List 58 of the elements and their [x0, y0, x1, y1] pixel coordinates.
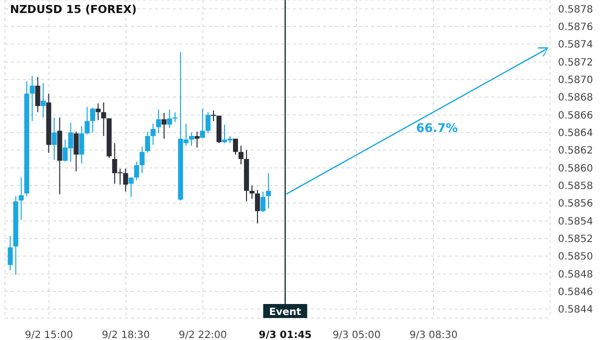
y-tick-label: 0.5876 — [558, 22, 593, 34]
candlestick — [238, 145, 244, 165]
candlestick — [172, 112, 178, 122]
x-tick-label: 9/3 05:00 — [332, 330, 381, 340]
candlestick — [79, 126, 84, 164]
candlestick — [233, 138, 238, 156]
candlestick — [206, 112, 211, 134]
y-tick-label: 0.5866 — [558, 110, 593, 122]
candlestick — [266, 172, 271, 209]
candlestick — [84, 106, 90, 135]
y-tick-label: 0.5868 — [558, 92, 593, 104]
x-tick-label: 9/3 01:45 — [258, 330, 312, 340]
candlestick — [18, 177, 24, 220]
y-tick-label: 0.5870 — [558, 75, 593, 86]
candlestick — [74, 131, 79, 172]
ref-line-label: Event — [269, 307, 302, 318]
y-tick-label: 0.5846 — [558, 287, 593, 298]
candlestick — [194, 131, 200, 148]
y-tick-label: 0.5858 — [558, 181, 593, 192]
y-tick-label: 0.5856 — [558, 198, 593, 210]
candlestick — [260, 191, 266, 212]
y-tick-label: 0.5850 — [558, 252, 593, 263]
candlestick — [52, 116, 57, 160]
candlestick — [101, 102, 106, 137]
y-tick-label: 0.5848 — [558, 269, 593, 280]
candlestick — [200, 108, 206, 138]
candlestick — [145, 131, 150, 154]
y-tick-label: 0.5852 — [558, 234, 593, 246]
x-tick-label: 9/3 08:30 — [409, 330, 458, 340]
candlestick — [90, 107, 96, 133]
x-tick-label: 9/2 18:30 — [102, 330, 150, 340]
candlestick — [156, 109, 162, 134]
y-tick-label: 0.5872 — [558, 57, 593, 68]
y-tick-label: 0.5844 — [558, 304, 593, 316]
candlestick — [249, 185, 254, 200]
y-tick-label: 0.5862 — [558, 146, 593, 157]
candlestick — [30, 75, 35, 122]
candlestick — [167, 109, 172, 129]
candlestick — [150, 123, 156, 146]
candlestick — [96, 102, 101, 121]
y-tick-label: 0.5860 — [558, 163, 593, 174]
candlestick — [254, 189, 260, 224]
candlestick — [128, 177, 134, 198]
candlestick — [162, 112, 167, 140]
y-tick-label: 0.5878 — [558, 4, 593, 16]
candlestick — [140, 146, 145, 174]
x-tick-label: 9/2 22:00 — [178, 330, 227, 340]
candlestick — [134, 161, 140, 181]
candlestick — [189, 132, 194, 146]
chart-title: NZDUSD 15 (FOREX) — [10, 3, 137, 16]
x-tick-label: 9/2 15:00 — [24, 330, 73, 340]
candlestick — [8, 235, 13, 271]
candlestick — [35, 76, 40, 113]
y-tick-label: 0.5874 — [558, 40, 593, 51]
y-tick-label: 0.5854 — [558, 216, 593, 228]
candlestick — [40, 82, 46, 118]
y-tick-label: 0.5864 — [558, 128, 593, 140]
annotation: 66.7% — [416, 121, 458, 135]
